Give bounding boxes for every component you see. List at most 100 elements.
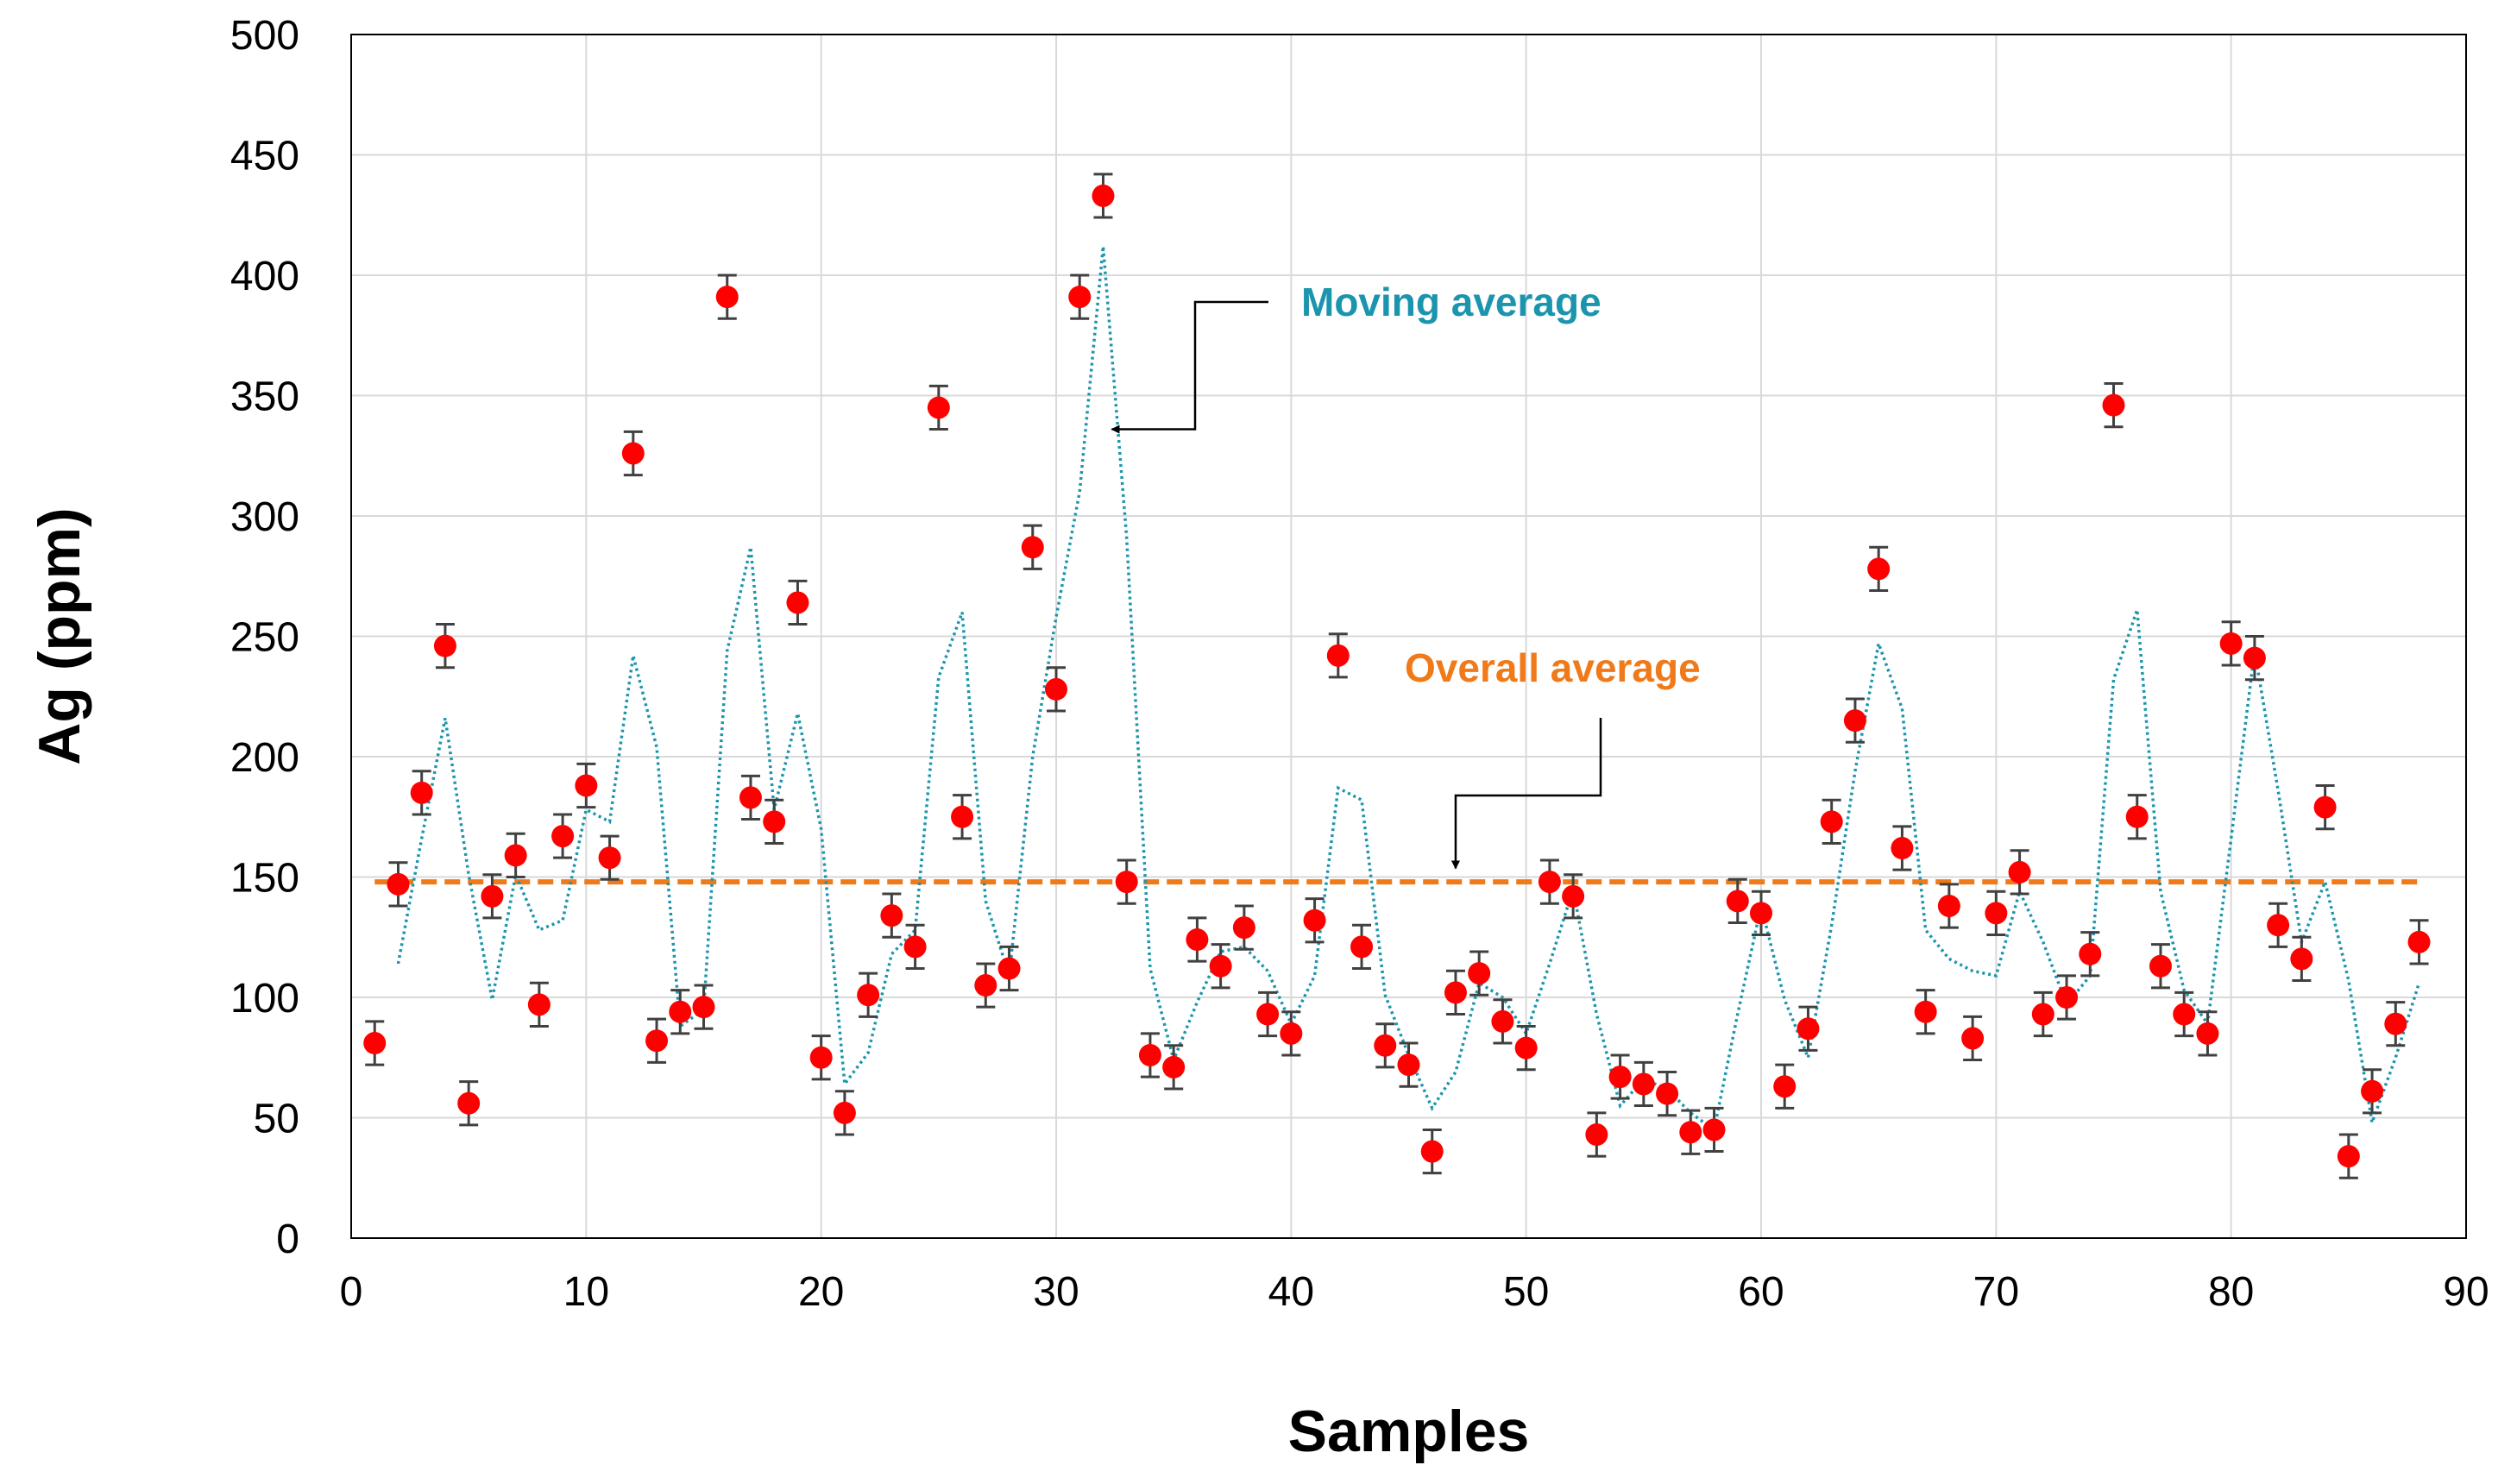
data-point	[621, 442, 645, 465]
data-point	[1843, 709, 1866, 733]
data-point	[2313, 795, 2337, 819]
data-point	[2055, 986, 2079, 1009]
moving-average-layer	[396, 246, 2421, 1133]
data-point	[739, 786, 762, 809]
data-point	[598, 846, 621, 870]
data-point	[809, 1046, 833, 1069]
y-tick-label: 250	[230, 615, 299, 661]
data-point	[1726, 890, 1749, 913]
data-point	[2173, 1003, 2196, 1026]
data-point	[1608, 1066, 1632, 1089]
data-point	[457, 1091, 481, 1115]
annotation-layer: Moving average Overall average	[1111, 280, 1701, 870]
plot-frame	[350, 34, 2467, 1239]
y-axis-title: Ag (ppm)	[27, 507, 92, 764]
data-point	[1985, 902, 2008, 925]
data-point	[1750, 902, 1772, 925]
data-point	[363, 1032, 387, 1055]
data-point	[1444, 981, 1467, 1004]
data-point	[1092, 184, 1115, 207]
data-point	[951, 805, 974, 828]
data-point	[1891, 837, 1914, 860]
data-point	[387, 872, 410, 896]
data-point	[527, 993, 551, 1016]
data-point	[2196, 1022, 2219, 1045]
data-point	[1468, 962, 1491, 985]
data-point	[1256, 1003, 1280, 1026]
data-point	[1326, 644, 1350, 667]
data-point	[551, 825, 575, 848]
y-tick-label: 0	[276, 1217, 299, 1262]
data-point	[857, 984, 880, 1007]
point-layer	[363, 184, 2431, 1168]
data-point	[715, 286, 739, 309]
moving-average-label: Moving average	[1301, 280, 1601, 324]
data-point	[1961, 1027, 1985, 1050]
data-point	[1679, 1121, 1702, 1144]
data-point	[927, 396, 950, 419]
data-point	[1162, 1055, 1186, 1078]
data-point	[1374, 1034, 1397, 1057]
data-point	[481, 884, 504, 908]
data-point	[2149, 954, 2172, 978]
overall-average-label: Overall average	[1405, 645, 1701, 690]
x-tick-label: 90	[2443, 1269, 2489, 1315]
y-tick-label: 350	[230, 374, 299, 420]
tick-layer: 0 10 20 30 40 50 60 70 80 90 0 50 100 150 200 250 300 350…	[230, 13, 2489, 1315]
x-tick-label: 10	[563, 1269, 609, 1315]
y-tick-label: 300	[230, 494, 299, 540]
data-point	[410, 781, 433, 804]
data-point	[2243, 646, 2266, 670]
x-tick-label: 30	[1033, 1269, 1079, 1315]
x-tick-label: 20	[798, 1269, 844, 1315]
data-point	[2079, 942, 2102, 965]
data-point	[1702, 1118, 1726, 1141]
data-point	[1773, 1075, 1797, 1098]
x-tick-label: 80	[2208, 1269, 2254, 1315]
data-point	[1867, 557, 1891, 581]
data-point	[669, 1000, 692, 1023]
data-point	[575, 774, 598, 797]
x-tick-label: 50	[1503, 1269, 1549, 1315]
data-point	[880, 904, 903, 928]
x-tick-label: 40	[1268, 1269, 1314, 1315]
data-point	[1209, 954, 1232, 978]
data-point	[903, 935, 927, 959]
y-tick-label: 500	[230, 13, 299, 59]
data-point	[1186, 928, 1209, 952]
overall-average-arrow	[1450, 718, 1602, 870]
data-point	[1538, 871, 1561, 894]
data-point	[2337, 1145, 2360, 1168]
data-point	[1138, 1043, 1161, 1066]
x-tick-label: 70	[1973, 1269, 2019, 1315]
data-point	[833, 1101, 856, 1124]
data-point	[786, 591, 809, 614]
data-point	[2290, 947, 2313, 971]
data-point	[1068, 286, 1092, 309]
data-point	[1115, 871, 1138, 894]
data-point	[1491, 1009, 1514, 1033]
data-point	[1021, 536, 1044, 559]
data-point	[1420, 1140, 1444, 1163]
x-tick-label: 0	[340, 1269, 363, 1315]
data-point	[645, 1029, 669, 1053]
data-point	[1045, 677, 1067, 701]
y-tick-label: 150	[230, 856, 299, 902]
data-point	[2384, 1012, 2407, 1035]
data-point	[1562, 884, 1585, 908]
data-point	[2031, 1003, 2055, 1026]
data-point	[433, 634, 456, 657]
y-tick-label: 450	[230, 134, 299, 179]
data-point	[2361, 1079, 2384, 1103]
data-point	[1937, 894, 1960, 917]
data-point	[974, 974, 997, 997]
data-point	[1656, 1082, 1679, 1105]
data-point	[692, 996, 715, 1019]
moving-average-arrow	[1111, 300, 1268, 434]
data-point	[1303, 909, 1326, 932]
data-point	[1232, 916, 1255, 940]
data-point	[1820, 810, 1843, 833]
data-point	[2102, 393, 2125, 417]
data-point	[1632, 1072, 1655, 1096]
